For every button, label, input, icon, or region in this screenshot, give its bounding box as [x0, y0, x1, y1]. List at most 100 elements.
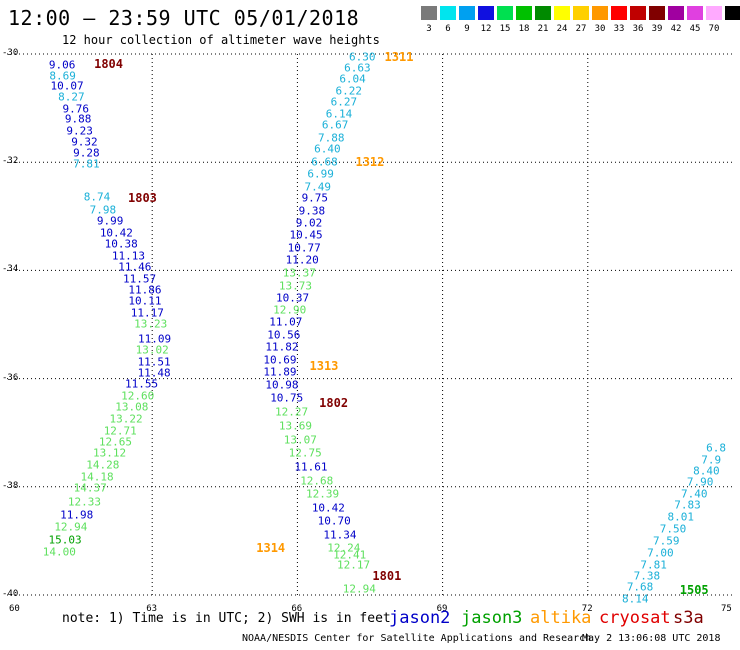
lat-label: -40 [2, 589, 19, 599]
wave-height-value: 9.23 [66, 124, 93, 138]
legend-swatch [592, 6, 608, 20]
legend-swatch [630, 6, 646, 20]
wave-height-value: 11.51 [137, 355, 171, 369]
wave-height-value: 6.99 [307, 167, 334, 181]
wave-height-value: 6.63 [344, 61, 371, 75]
legend-value: 70 [708, 24, 720, 34]
wave-height-value: 12.24 [327, 541, 361, 555]
wave-height-value: 12.75 [288, 446, 322, 460]
wave-height-value: 12.65 [98, 435, 132, 449]
wave-height-value: 9.88 [64, 112, 92, 126]
wave-height-value: 10.56 [267, 328, 301, 342]
wave-height-value: 11.55 [124, 377, 159, 391]
wave-height-value: 8.74 [83, 190, 111, 204]
wave-height-value: 11.86 [128, 283, 162, 297]
lon-label: 69 [436, 604, 448, 614]
wave-height-value: 13.02 [135, 343, 169, 357]
wave-height-value: 10.69 [263, 353, 297, 367]
wave-height-value: 11.20 [285, 253, 319, 267]
lon-label: 63 [146, 604, 158, 614]
wave-height-value: 13.22 [109, 412, 143, 426]
wave-height-value: 7.81 [640, 558, 667, 572]
wave-height-value: 13.12 [93, 446, 127, 460]
legend-value: 9 [464, 24, 470, 34]
track-label: 1311 [384, 50, 414, 65]
wave-height-value: 7.81 [73, 157, 100, 171]
wave-height-value: 9.76 [62, 102, 89, 116]
wave-height-value: 11.17 [130, 306, 164, 320]
wave-height-value: 9.38 [298, 204, 326, 218]
lon-label: 66 [291, 604, 303, 614]
satellite-name: jason3 [461, 608, 523, 628]
wave-height-value: 12.90 [273, 303, 307, 317]
wave-height-value: 10.42 [99, 226, 133, 240]
legend-swatch [497, 6, 513, 20]
wave-height-value: 11.89 [263, 365, 297, 379]
wave-height-value: 12.71 [103, 424, 137, 438]
legend-value: 15 [499, 24, 511, 34]
wave-height-value: 10.07 [50, 79, 84, 93]
wave-height-value: 13.37 [282, 266, 316, 280]
wave-height-value: 9.06 [48, 58, 76, 72]
wave-height-value: 6.8 [706, 441, 726, 455]
wave-height-value: 8.40 [693, 464, 720, 478]
wave-height-value: 9.32 [71, 135, 98, 149]
wave-height-value: 9.99 [96, 214, 124, 228]
lat-label: -30 [2, 48, 19, 58]
legend-value: 39 [651, 24, 663, 34]
wave-height-value: 14.18 [80, 470, 114, 484]
lon-label: 72 [581, 604, 593, 614]
wave-height-value: 8.27 [58, 90, 85, 104]
legend-value: 30 [594, 24, 606, 34]
legend-value: 42 [670, 24, 682, 34]
lat-label: -34 [2, 264, 19, 275]
wave-height-value: 11.61 [294, 460, 328, 474]
wave-height-value: 11.34 [323, 528, 357, 542]
wave-height-value: 12.94 [342, 582, 376, 595]
wave-height-value: 12.17 [336, 558, 371, 572]
track-label: 1804 [94, 56, 124, 71]
wave-height-value: 7.83 [674, 498, 701, 512]
wave-height-value: 6.67 [321, 118, 349, 132]
wave-height-value: 11.13 [111, 249, 146, 263]
legend-value: 18 [518, 24, 530, 34]
legend-swatch [573, 6, 589, 20]
legend-value: 33 [613, 24, 625, 34]
satellite-name: cryosat [599, 608, 671, 628]
wave-height-value: 6.30 [349, 50, 376, 64]
wave-height-value: 9.75 [301, 191, 329, 205]
wave-height-value: 11.57 [123, 272, 157, 285]
wave-height-value: 11.48 [137, 366, 171, 380]
legend-swatch [421, 6, 437, 20]
wave-height-value: 10.77 [287, 241, 321, 255]
wave-height-value: 6.40 [314, 142, 341, 156]
legend-swatch [459, 6, 475, 20]
credit-footer: NOAA/NESDIS Center for Satellite Applica… [242, 633, 592, 644]
wave-height-value: 12.27 [275, 405, 309, 419]
wave-height-value: 8.14 [621, 592, 649, 606]
wave-height-value: 12.94 [54, 520, 88, 534]
wave-height-value: 11.98 [60, 508, 94, 522]
legend-value: 6 [445, 24, 451, 34]
wave-height-value: 10.98 [265, 378, 299, 392]
wave-height-value: 7.59 [652, 534, 680, 548]
wave-height-value: 10.11 [128, 294, 162, 308]
lon-label: 60 [9, 604, 20, 614]
lat-label: -36 [2, 372, 19, 383]
wave-height-value: 14.37 [73, 481, 107, 495]
wave-height-value: 7.40 [681, 487, 708, 501]
track-label: 1312 [355, 155, 385, 170]
wave-height-value: 6.27 [330, 95, 358, 109]
wave-height-value: 7.9 [701, 453, 722, 467]
track-label: 1505 [679, 583, 709, 598]
wave-height-value: 10.75 [270, 391, 304, 405]
wave-height-value: 10.45 [289, 228, 323, 242]
track-label: 1803 [128, 191, 157, 206]
wave-height-value: 7.90 [686, 475, 714, 489]
legend-swatch [554, 6, 570, 20]
wave-height-value: 7.38 [633, 569, 661, 583]
satellite-name: altika [530, 608, 592, 628]
lat-label: -38 [2, 480, 19, 491]
timestamp-footer: May 2 13:06:08 UTC 2018 [582, 633, 721, 644]
